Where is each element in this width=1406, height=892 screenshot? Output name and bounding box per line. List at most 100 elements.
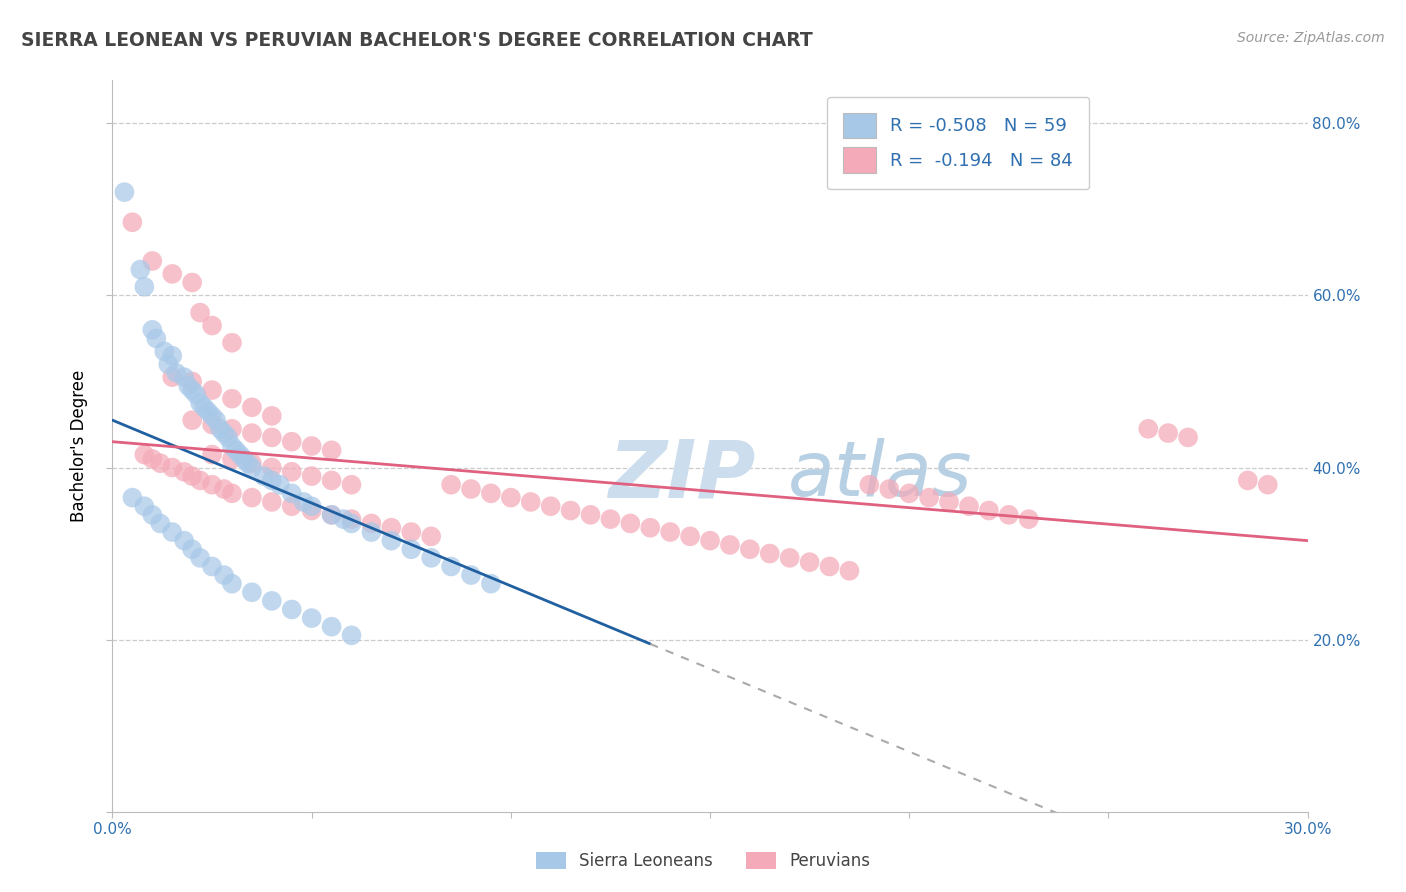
Point (281, 434, 304, 449)
Point (201, 409, 224, 423)
Point (240, 456, 263, 470)
Point (221, 486, 243, 500)
Point (233, 451, 256, 466)
Point (679, 529, 702, 543)
Point (938, 495, 960, 509)
Point (301, 611, 323, 625)
Point (321, 508, 343, 522)
Point (420, 529, 443, 543)
Point (188, 396, 211, 410)
Point (301, 503, 323, 517)
Point (1237, 474, 1260, 488)
Point (229, 448, 252, 462)
Point (779, 550, 801, 565)
Point (479, 576, 502, 591)
Point (173, 370, 195, 384)
Point (212, 568, 235, 582)
Point (560, 503, 582, 517)
Point (380, 521, 402, 535)
Point (321, 443, 343, 458)
Point (181, 413, 204, 427)
Point (162, 349, 183, 363)
Point (260, 430, 283, 444)
Point (134, 500, 156, 514)
Point (301, 500, 323, 514)
Point (260, 594, 283, 608)
Point (221, 392, 243, 406)
Text: SIERRA LEONEAN VS PERUVIAN BACHELOR'S DEGREE CORRELATION CHART: SIERRA LEONEAN VS PERUVIAN BACHELOR'S DE… (21, 31, 813, 50)
Point (460, 568, 482, 582)
Point (141, 508, 163, 522)
Point (260, 495, 283, 509)
Point (360, 524, 382, 539)
Point (759, 547, 782, 561)
Point (217, 430, 239, 444)
Point (240, 460, 263, 475)
Point (240, 426, 263, 441)
Point (838, 564, 860, 578)
Point (292, 495, 315, 509)
Point (301, 469, 323, 483)
Point (209, 422, 232, 436)
Point (201, 448, 224, 462)
Point (340, 628, 363, 642)
Text: Source: ZipAtlas.com: Source: ZipAtlas.com (1237, 31, 1385, 45)
Point (197, 404, 219, 418)
Point (141, 254, 163, 268)
Point (699, 533, 721, 548)
Point (205, 413, 228, 427)
Point (281, 500, 304, 514)
Point (240, 401, 263, 415)
Point (240, 491, 263, 505)
Point (181, 276, 204, 290)
Point (879, 482, 901, 496)
Point (1177, 430, 1199, 444)
Point (918, 491, 941, 505)
Point (998, 508, 1021, 522)
Point (977, 503, 1000, 517)
Point (162, 370, 183, 384)
Point (1157, 426, 1180, 441)
Legend: R = -0.508   N = 59, R =  -0.194   N = 84: R = -0.508 N = 59, R = -0.194 N = 84 (827, 96, 1090, 189)
Point (188, 305, 211, 319)
Point (212, 426, 235, 441)
Point (479, 486, 502, 500)
Point (340, 477, 363, 491)
Point (321, 508, 343, 522)
Point (221, 439, 243, 453)
Text: ZIP: ZIP (609, 436, 756, 515)
Point (321, 474, 343, 488)
Point (201, 383, 224, 397)
Point (640, 521, 662, 535)
Point (1257, 477, 1279, 491)
Point (162, 267, 183, 281)
Point (221, 422, 243, 436)
Point (149, 456, 172, 470)
Point (181, 383, 204, 397)
Point (201, 417, 224, 432)
Point (281, 486, 304, 500)
Point (818, 559, 841, 574)
Point (153, 344, 176, 359)
Point (129, 262, 152, 277)
Point (579, 508, 602, 522)
Point (134, 448, 156, 462)
Point (221, 576, 243, 591)
Point (269, 477, 291, 491)
Point (260, 460, 283, 475)
Point (188, 550, 211, 565)
Point (201, 318, 224, 333)
Point (186, 387, 208, 401)
Point (260, 409, 283, 423)
Point (173, 465, 195, 479)
Point (201, 559, 224, 574)
Point (221, 335, 243, 350)
Point (321, 620, 343, 634)
Point (145, 331, 167, 345)
Point (225, 443, 247, 458)
Point (718, 538, 741, 552)
Point (149, 516, 172, 531)
Point (401, 524, 423, 539)
Legend: Sierra Leoneans, Peruvians: Sierra Leoneans, Peruvians (529, 845, 877, 877)
Point (332, 512, 354, 526)
